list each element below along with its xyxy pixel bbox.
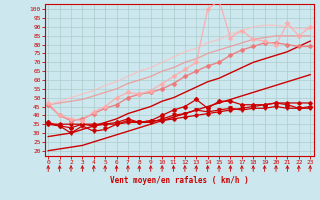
X-axis label: Vent moyen/en rafales ( km/h ): Vent moyen/en rafales ( km/h )	[110, 176, 249, 185]
